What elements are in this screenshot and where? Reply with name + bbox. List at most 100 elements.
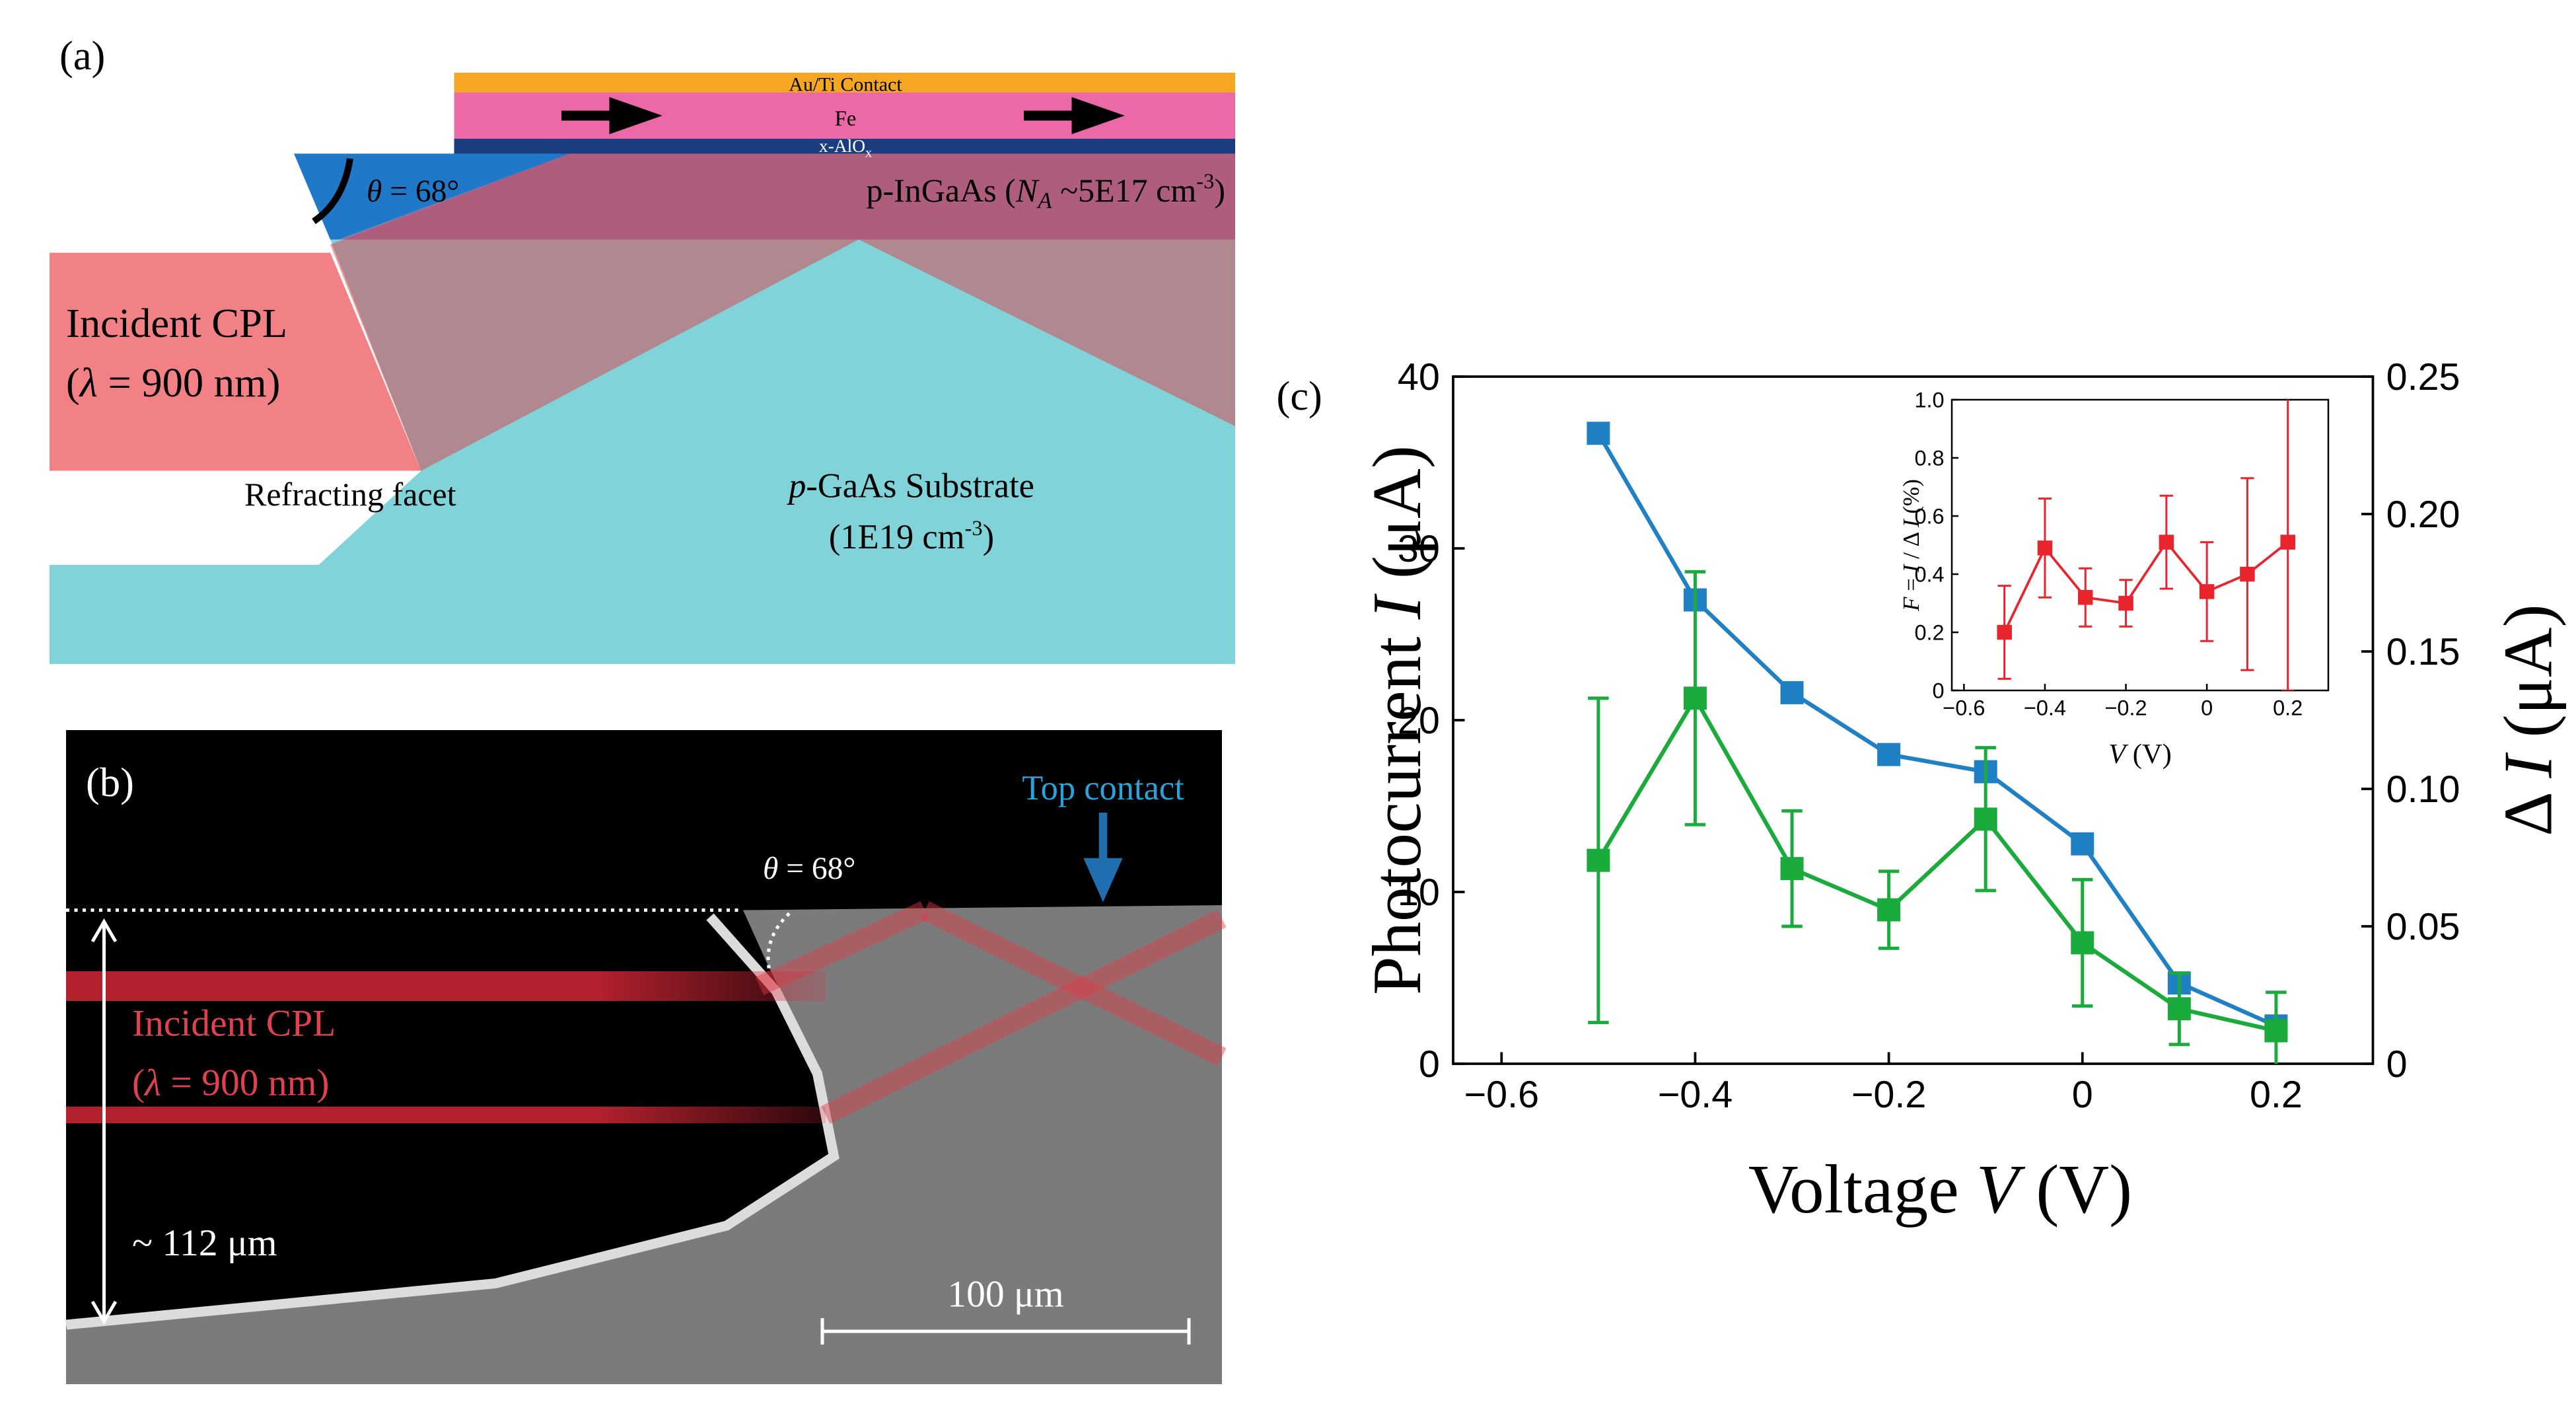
data-point: [1683, 686, 1707, 710]
data-point: [1877, 898, 1901, 922]
series-line: [1596, 432, 2277, 1028]
contact-label: Top contact: [1022, 769, 1184, 807]
incident-band: [66, 971, 826, 1001]
data-point: [2071, 832, 2094, 856]
refracted-beam: [330, 153, 859, 471]
y2-tick-label: 0.15: [2386, 631, 2460, 673]
substrate: [50, 239, 1236, 664]
data-point: [1974, 807, 1997, 831]
contact-layer: [454, 73, 1235, 92]
y-tick-label: 40: [1398, 356, 1440, 398]
facet-label: Refracting facet: [244, 476, 456, 513]
data-point: [1780, 857, 1804, 881]
layer-label: p-InGaAs (NA ~5E17 cm-3): [867, 170, 1225, 213]
data-point: [2199, 584, 2215, 599]
y2-tick-label: 0: [2386, 1043, 2408, 1086]
x-tick-label: 0.2: [2273, 696, 2303, 720]
x-tick-label: 0.2: [2250, 1074, 2303, 1116]
incident-label: Incident CPL: [132, 1003, 336, 1045]
y2-tick-label: 0.10: [2386, 768, 2460, 811]
x-tick-label: −0.6: [1943, 696, 1985, 720]
panel-label: (b): [86, 759, 134, 805]
x-tick-label: −0.4: [2024, 696, 2066, 720]
contact-arrow: [1083, 812, 1123, 903]
data-point: [2118, 595, 2133, 611]
data-point: [2280, 535, 2295, 550]
y2-axis-title: Δ I (μA): [2489, 604, 2567, 836]
y2-tick-label: 0.05: [2386, 906, 2460, 948]
thickness-label: ~ 112 μm: [132, 1222, 277, 1264]
data-point: [2159, 535, 2174, 550]
scale-bar: [820, 1317, 1191, 1345]
fe-label: Fe: [835, 107, 857, 131]
y-tick-label: 1.0: [1914, 388, 1944, 412]
substrate-region: [66, 905, 1223, 1384]
oxide-label: x-AlOx: [819, 135, 872, 161]
series-line: [1596, 694, 2277, 1033]
x-axis-title: Voltage V (V): [1748, 1150, 2132, 1228]
y-tick-label: 20: [1398, 700, 1440, 742]
data-point: [2167, 997, 2191, 1021]
y-tick-label: 0: [1933, 679, 1945, 702]
x-tick-label: 0: [2072, 1074, 2093, 1116]
angle-arc: [312, 158, 353, 225]
thickness-arrow: [90, 918, 118, 1325]
scale-label: 100 μm: [947, 1274, 1063, 1315]
angle-label: θ = 68°: [763, 852, 855, 886]
incident-wavelength: (λ = 900 nm): [66, 359, 280, 406]
y2-tick-label: 0.25: [2386, 356, 2460, 398]
doping-label: (1E19 cm-3): [829, 517, 994, 556]
incident-band: [66, 1107, 826, 1123]
data-point: [2240, 566, 2255, 582]
data-point: [2264, 1019, 2288, 1043]
panel-c: (c) Voltage V (V) Photocurrent I (μA) Δ …: [1277, 356, 2567, 1228]
series-line: [2003, 540, 2289, 633]
panel-label: (c): [1277, 373, 1322, 419]
panel-a: (a) Au/Ti Contact Fe x-AlOx θ = 68° p-In…: [50, 32, 1236, 664]
x-tick-label: −0.4: [1658, 1074, 1733, 1116]
oxide-layer: [454, 139, 1235, 154]
data-point: [2078, 589, 2093, 605]
y2-tick-label: 0.20: [2386, 494, 2460, 536]
beam-ray: [920, 901, 1227, 1066]
plot-frame: [1950, 398, 2330, 692]
y-tick-label: 0: [1419, 1043, 1440, 1086]
plot-area: [1997, 399, 2295, 690]
panel-b: (b) Top contact θ = 68° Incident CPL (λ …: [65, 730, 1227, 1384]
y-tick-label: 0.4: [1914, 562, 1944, 586]
plot-area: [1587, 422, 2288, 1064]
inset-x-axis-title: V (V): [2108, 739, 2172, 770]
data-point: [1587, 848, 1610, 872]
incident-wavelength: (λ = 900 nm): [132, 1062, 329, 1104]
incident-beam: [50, 252, 421, 471]
data-point: [2037, 540, 2053, 556]
data-point: [1780, 681, 1804, 704]
incident-label: Incident CPL: [66, 300, 287, 346]
magnetization-arrow: [1024, 96, 1125, 135]
y-axis-title: Photocurrent I (μA): [1358, 445, 1435, 995]
y-tick-label: 0.6: [1914, 504, 1944, 528]
angle-label: θ = 68°: [367, 174, 459, 209]
x-tick-label: −0.2: [1851, 1074, 1927, 1116]
data-point: [1997, 624, 2012, 640]
y-tick-label: 30: [1398, 528, 1440, 570]
substrate-label: p-GaAs Substrate: [786, 467, 1034, 505]
y-tick-label: 0.8: [1914, 446, 1944, 470]
data-point: [1587, 422, 1610, 445]
x-tick-label: 0: [2201, 696, 2213, 720]
magnetization-arrow: [561, 96, 662, 135]
reflected-beam: [569, 153, 1235, 426]
beam-ray: [821, 909, 1227, 1124]
y-tick-label: 10: [1398, 871, 1440, 914]
y-tick-label: 0.2: [1914, 620, 1944, 644]
inset-y-axis-title: F = I / Δ I (%): [1898, 479, 1924, 612]
contact-label: Au/Ti Contact: [789, 74, 902, 96]
data-point: [1877, 743, 1901, 766]
x-tick-label: −0.2: [2104, 696, 2147, 720]
panel-label: (a): [59, 32, 105, 79]
data-point: [2071, 931, 2094, 955]
x-tick-label: −0.6: [1464, 1074, 1540, 1116]
wedge: [294, 153, 570, 240]
